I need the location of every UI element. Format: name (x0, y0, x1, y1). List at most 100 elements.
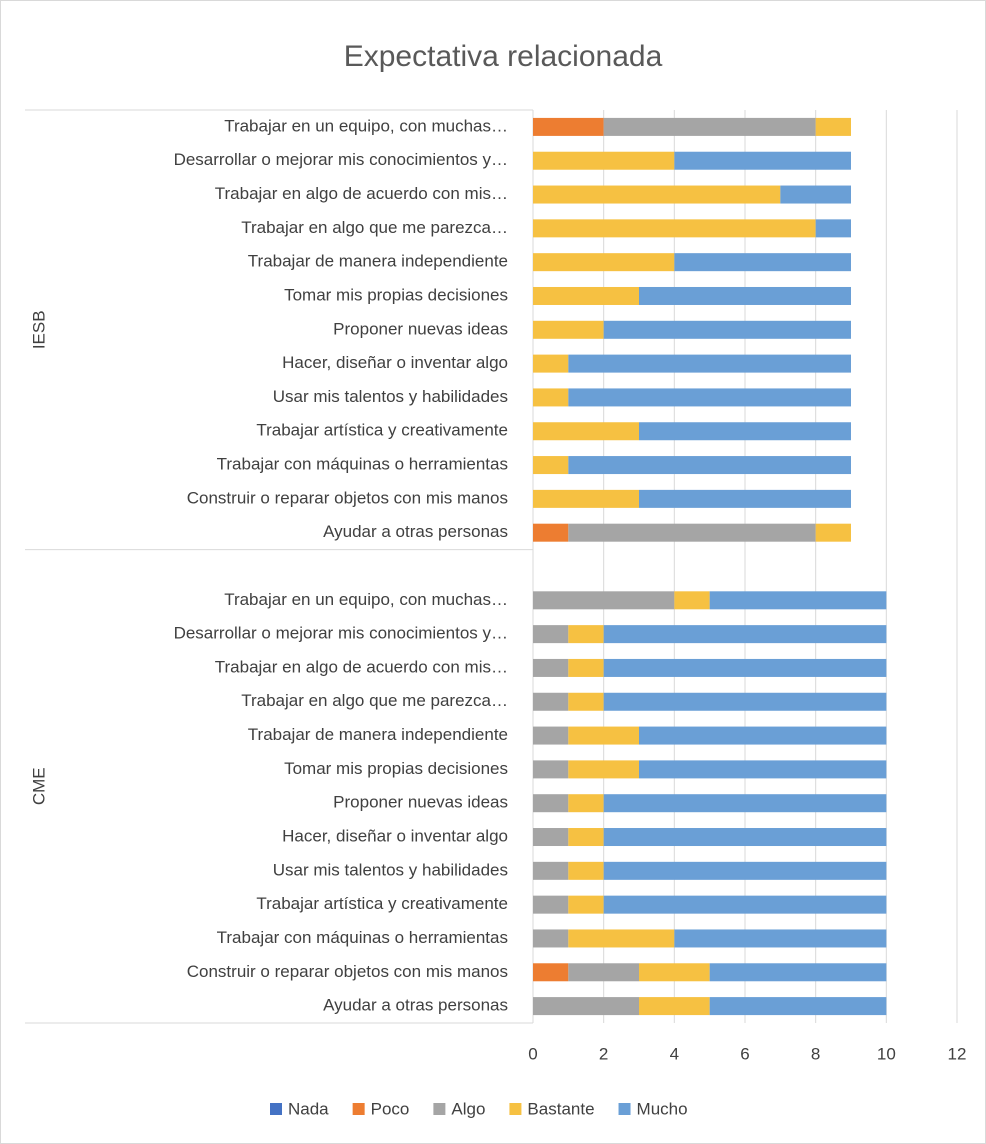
bar-segment (533, 151, 675, 170)
y-tick-label: Hacer, diseñar o inventar algo (282, 353, 508, 372)
bar-segment (533, 117, 604, 136)
bar-segment (568, 726, 639, 745)
legend-item: Mucho (618, 1099, 688, 1118)
legend-label: Nada (288, 1099, 329, 1118)
bar-segment (533, 523, 569, 542)
y-tick-label: Trabajar en un equipo, con muchas… (224, 116, 508, 135)
legend-swatch (352, 1103, 365, 1115)
bar-segment (533, 929, 569, 948)
bar-segment (533, 354, 569, 373)
bar-segment (709, 591, 887, 610)
y-tick-label: Trabajar de manera independiente (248, 252, 508, 271)
x-tick-label: 0 (528, 1044, 537, 1063)
bar-segment (533, 760, 569, 779)
bar-segment (568, 760, 639, 779)
bar-segment (639, 760, 887, 779)
bar-segment (533, 861, 569, 880)
bar-segment (815, 117, 851, 136)
bar-segment (568, 828, 604, 847)
bar-segment (568, 658, 604, 677)
bar-segment (568, 523, 816, 542)
bar-segment (533, 895, 569, 914)
legend-swatch (509, 1103, 522, 1115)
y-tick-label: Trabajar en algo de acuerdo con mis… (215, 657, 508, 676)
legend-label: Bastante (527, 1099, 594, 1118)
y-tick-label: Construir o reparar objetos con mis mano… (187, 488, 508, 507)
x-tick-label: 12 (948, 1044, 967, 1063)
y-tick-label: Ayudar a otras personas (323, 522, 508, 541)
bar-segment (533, 456, 569, 475)
legend-label: Mucho (637, 1099, 688, 1118)
chart-title: Expectativa relacionada (344, 40, 663, 73)
bar-segment (639, 422, 851, 441)
group-label: IESB (29, 310, 48, 349)
y-tick-label: Tomar mis propias decisiones (284, 285, 508, 304)
bar-segment (568, 895, 604, 914)
bar-segment (603, 895, 887, 914)
bar-segment (568, 692, 604, 711)
y-tick-label: Proponer nuevas ideas (333, 793, 508, 812)
bar-segment (533, 625, 569, 644)
bar-segment (568, 354, 851, 373)
x-tick-label: 10 (877, 1044, 896, 1063)
bar-segment (568, 861, 604, 880)
legend-swatch (270, 1103, 282, 1115)
bar-segment (603, 692, 887, 711)
legend-item: Bastante (509, 1099, 595, 1118)
bar-segment (533, 388, 569, 407)
group-label: CME (29, 767, 48, 805)
bar-segment (709, 997, 887, 1016)
x-tick-label: 2 (599, 1044, 608, 1063)
bar-segment (568, 963, 639, 982)
y-tick-label: Construir o reparar objetos con mis mano… (187, 962, 508, 981)
x-tick-label: 6 (740, 1044, 749, 1063)
bar-segment (568, 929, 675, 948)
bar-segment (639, 963, 710, 982)
y-tick-label: Trabajar en algo que me parezca… (241, 218, 508, 237)
y-tick-label: Ayudar a otras personas (323, 996, 508, 1015)
bar-segment (533, 320, 604, 339)
bar-segment (533, 286, 639, 305)
bar-segment (639, 726, 887, 745)
bar-segment (815, 219, 851, 238)
bar-segment (533, 794, 569, 813)
bar-segment (603, 828, 887, 847)
bar-segment (639, 489, 851, 508)
bar-segment (674, 253, 851, 272)
x-tick-label: 8 (811, 1044, 820, 1063)
bar-segment (533, 422, 639, 441)
y-tick-label: Trabajar en un equipo, con muchas… (224, 590, 508, 609)
bar-segment (533, 185, 781, 204)
legend-swatch (433, 1103, 446, 1115)
legend-item: Poco (352, 1099, 409, 1118)
bar-segment (568, 625, 604, 644)
bar-segment (639, 286, 851, 305)
bar-segment (674, 929, 887, 948)
bar-segment (603, 625, 887, 644)
bar-segment (639, 997, 710, 1016)
bar-segment (533, 828, 569, 847)
bar-segment (533, 692, 569, 711)
bar-segment (533, 658, 569, 677)
bar-segment (603, 320, 851, 339)
y-tick-label: Trabajar con máquinas o herramientas (217, 928, 508, 947)
bar-segment (603, 117, 816, 136)
y-tick-label: Proponer nuevas ideas (333, 319, 508, 338)
y-tick-label: Usar mis talentos y habilidades (273, 387, 508, 406)
bar-segment (533, 726, 569, 745)
legend-swatch (618, 1103, 631, 1115)
y-tick-label: Tomar mis propias decisiones (284, 759, 508, 778)
bar-segment (568, 794, 604, 813)
y-tick-label: Trabajar en algo que me parezca… (241, 691, 508, 710)
legend-label: Algo (451, 1099, 485, 1118)
legend-item: Algo (433, 1099, 485, 1118)
bar-segment (780, 185, 851, 204)
y-tick-label: Usar mis talentos y habilidades (273, 860, 508, 879)
bar-segment (568, 388, 851, 407)
y-tick-label: Trabajar artística y creativamente (256, 894, 508, 913)
bar-segment (533, 489, 639, 508)
legend-item: Nada (270, 1099, 329, 1118)
y-tick-label: Desarrollar o mejorar mis conocimientos … (174, 150, 508, 169)
bar-segment (533, 997, 639, 1016)
